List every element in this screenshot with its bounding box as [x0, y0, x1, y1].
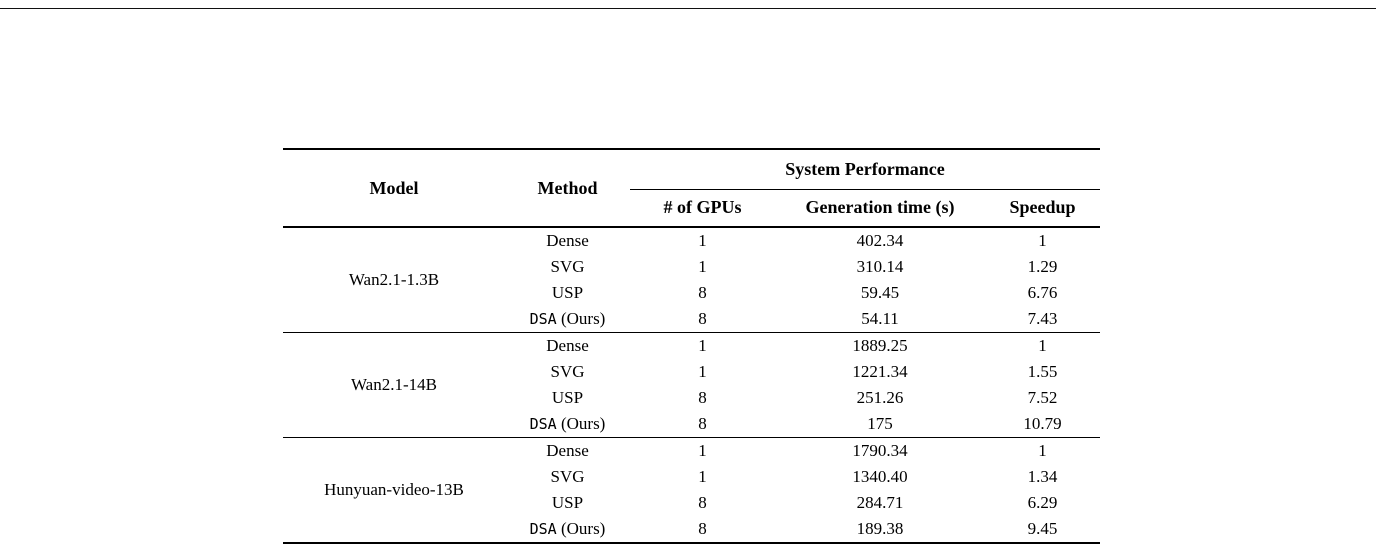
method-name-mono: DSA [529, 415, 557, 433]
method-name-text: (Ours) [556, 519, 606, 538]
speedup-cell: 7.43 [1027, 309, 1058, 328]
gpus-cell: 8 [698, 309, 707, 328]
table-row: Wan2.1-14B Dense 1 1889.25 1 [283, 333, 1100, 394]
method-cell: Dense [505, 438, 630, 465]
table-row: Hunyuan-video-13B Dense 1 1790.34 1 [283, 438, 1100, 499]
method-cell: USP [505, 385, 630, 411]
model-name-cell: Hunyuan-video-13B [324, 480, 464, 499]
header-method: Method [537, 177, 598, 198]
model-name-cell: Wan2.1-1.3B [348, 270, 440, 289]
method-cell: Dense [505, 227, 630, 254]
speedup-cell: 1.29 [1027, 257, 1058, 276]
table-row: DSA (Ours) 8 54.11 7.43 [283, 306, 1100, 333]
method-name-text: SVG [550, 362, 585, 381]
generation-time-cell: 189.38 [856, 519, 904, 538]
speedup-cell: 6.29 [1027, 493, 1058, 512]
generation-time-cell: 310.14 [856, 257, 904, 276]
generation-time-cell: 402.34 [856, 231, 904, 250]
gpus-cell: 1 [698, 362, 707, 381]
method-name-text: Dense [546, 441, 589, 460]
header-model: Model [369, 177, 419, 198]
method-name-text: Dense [546, 336, 589, 355]
table-row: SVG 1 1221.34 1.55 [283, 359, 1100, 385]
speedup-cell: 7.52 [1027, 388, 1058, 407]
model-group: Wan2.1-1.3B Dense 1 402.34 1 SVG 1 310.14 1.29 US… [283, 227, 1100, 333]
method-name-mono: DSA [529, 520, 557, 538]
page-top-rule [0, 8, 1376, 9]
gpus-cell: 8 [698, 283, 707, 302]
table-row: USP 8 59.45 6.76 [283, 280, 1100, 306]
header-speedup: Speedup [1009, 197, 1076, 218]
generation-time-cell: 251.26 [856, 388, 904, 407]
method-cell: USP [505, 280, 630, 306]
method-cell: DSA (Ours) [505, 411, 630, 438]
table-row: DSA (Ours) 8 175 10.79 [283, 411, 1100, 438]
generation-time-cell: 1790.34 [852, 441, 908, 460]
method-name-text: (Ours) [556, 414, 606, 433]
speedup-cell: 1.55 [1027, 362, 1058, 381]
table-row: DSA (Ours) 8 189.38 9.45 [283, 516, 1100, 543]
gpus-cell: 8 [698, 388, 707, 407]
method-name-text: USP [551, 493, 584, 512]
table-row: USP 8 251.26 7.52 [283, 385, 1100, 411]
system-performance-table: Model Method System Performance # of GPU… [283, 148, 1101, 544]
table-header: Model Method System Performance # of GPU… [283, 149, 1101, 227]
method-name-text: SVG [550, 257, 585, 276]
method-cell: USP [505, 490, 630, 516]
model-name-cell: Wan2.1-14B [351, 375, 437, 394]
speedup-cell: 1.34 [1027, 467, 1058, 486]
generation-time-cell: 59.45 [860, 283, 900, 302]
method-cell: SVG [505, 254, 630, 280]
model-group: Wan2.1-14B Dense 1 1889.25 1 SVG 1 1221.34 1.55 U… [283, 332, 1101, 438]
method-cell: DSA (Ours) [505, 306, 630, 333]
table-row: Wan2.1-1.3B Dense 1 402.34 1 [283, 227, 1100, 289]
generation-time-cell: 284.71 [856, 493, 904, 512]
gpus-cell: 1 [698, 257, 707, 276]
gpus-cell: 1 [698, 336, 707, 355]
generation-time-cell: 175 [867, 414, 893, 433]
header-num-gpus: # of GPUs [663, 197, 742, 218]
speedup-cell: 9.45 [1027, 519, 1058, 538]
speedup-cell: 1 [1038, 231, 1047, 250]
speedup-cell: 10.79 [1023, 414, 1062, 433]
method-cell: SVG [505, 464, 630, 490]
model-group: Hunyuan-video-13B Dense 1 1790.34 1 SVG 1 1340.… [283, 437, 1101, 544]
gpus-cell: 1 [698, 467, 707, 486]
generation-time-cell: 1889.25 [852, 336, 908, 355]
method-name-text: USP [551, 283, 584, 302]
gpus-cell: 1 [698, 441, 707, 460]
table-row: SVG 1 310.14 1.29 [283, 254, 1100, 280]
method-name-text: SVG [550, 467, 585, 486]
header-generation-time: Generation time (s) [805, 197, 955, 218]
speedup-cell: 1 [1038, 441, 1047, 460]
method-cell: DSA (Ours) [505, 516, 630, 543]
method-name-mono: DSA [529, 310, 557, 328]
generation-time-cell: 1340.40 [852, 467, 908, 486]
table-row: SVG 1 1340.40 1.34 [283, 464, 1100, 490]
gpus-cell: 8 [698, 414, 707, 433]
gpus-cell: 8 [698, 493, 707, 512]
gpus-cell: 8 [698, 519, 707, 538]
generation-time-cell: 1221.34 [852, 362, 908, 381]
header-row-top: Model Method System Performance [283, 149, 1101, 198]
method-name-text: USP [551, 388, 584, 407]
speedup-cell: 6.76 [1027, 283, 1058, 302]
method-name-text: Dense [546, 231, 589, 250]
gpus-cell: 1 [698, 231, 707, 250]
method-name-text: (Ours) [556, 309, 606, 328]
header-system-performance: System Performance [630, 149, 1101, 190]
speedup-cell: 1 [1038, 336, 1047, 355]
table-row: USP 8 284.71 6.29 [283, 490, 1100, 516]
method-cell: SVG [505, 359, 630, 385]
generation-time-cell: 54.11 [861, 309, 899, 328]
header-row-sub: # of GPUs Generation time (s) Speedup [283, 189, 1100, 227]
method-cell: Dense [505, 333, 630, 360]
